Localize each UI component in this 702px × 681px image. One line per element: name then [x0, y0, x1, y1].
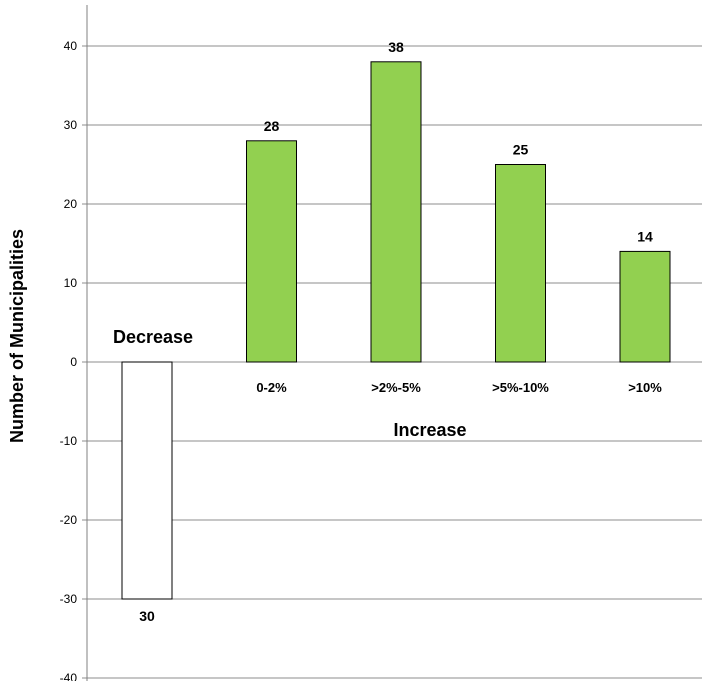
y-tick-label: -40: [60, 671, 78, 681]
bar: [370, 61, 422, 363]
y-tick-label: -30: [60, 592, 78, 606]
y-tick-label: 10: [64, 276, 78, 290]
bar-value-label: 30: [139, 608, 155, 624]
y-axis-title: Number of Municipalities: [7, 229, 27, 443]
bars: [121, 61, 671, 600]
category-label: >2%-5%: [371, 380, 421, 395]
category-label: 0-2%: [256, 380, 287, 395]
increase-group-label: Increase: [393, 420, 466, 440]
y-tick-label: -10: [60, 434, 78, 448]
decrease-group-label: Decrease: [113, 327, 193, 347]
category-label: >5%-10%: [492, 380, 549, 395]
y-tick-label: 0: [70, 355, 77, 369]
y-tick-label: 40: [64, 39, 78, 53]
bar-value-label: 14: [637, 228, 653, 244]
y-tick-label: -20: [60, 513, 78, 527]
data-labels: 30 28 38 25 14: [139, 39, 653, 624]
category-labels: 0-2% >2%-5% >5%-10% >10%: [256, 380, 662, 395]
bar: [619, 250, 671, 363]
bar: [246, 140, 297, 363]
bar: [121, 361, 173, 600]
bar: [495, 164, 546, 363]
category-label: >10%: [628, 380, 662, 395]
bar-value-label: 25: [513, 142, 529, 158]
y-tick-label: 20: [64, 197, 78, 211]
bar-value-label: 28: [264, 118, 280, 134]
y-tick-labels: -40 -30 -20 -10 0 10 20 30 40: [60, 39, 78, 681]
bar-value-label: 38: [388, 39, 404, 55]
y-tick-label: 30: [64, 118, 78, 132]
